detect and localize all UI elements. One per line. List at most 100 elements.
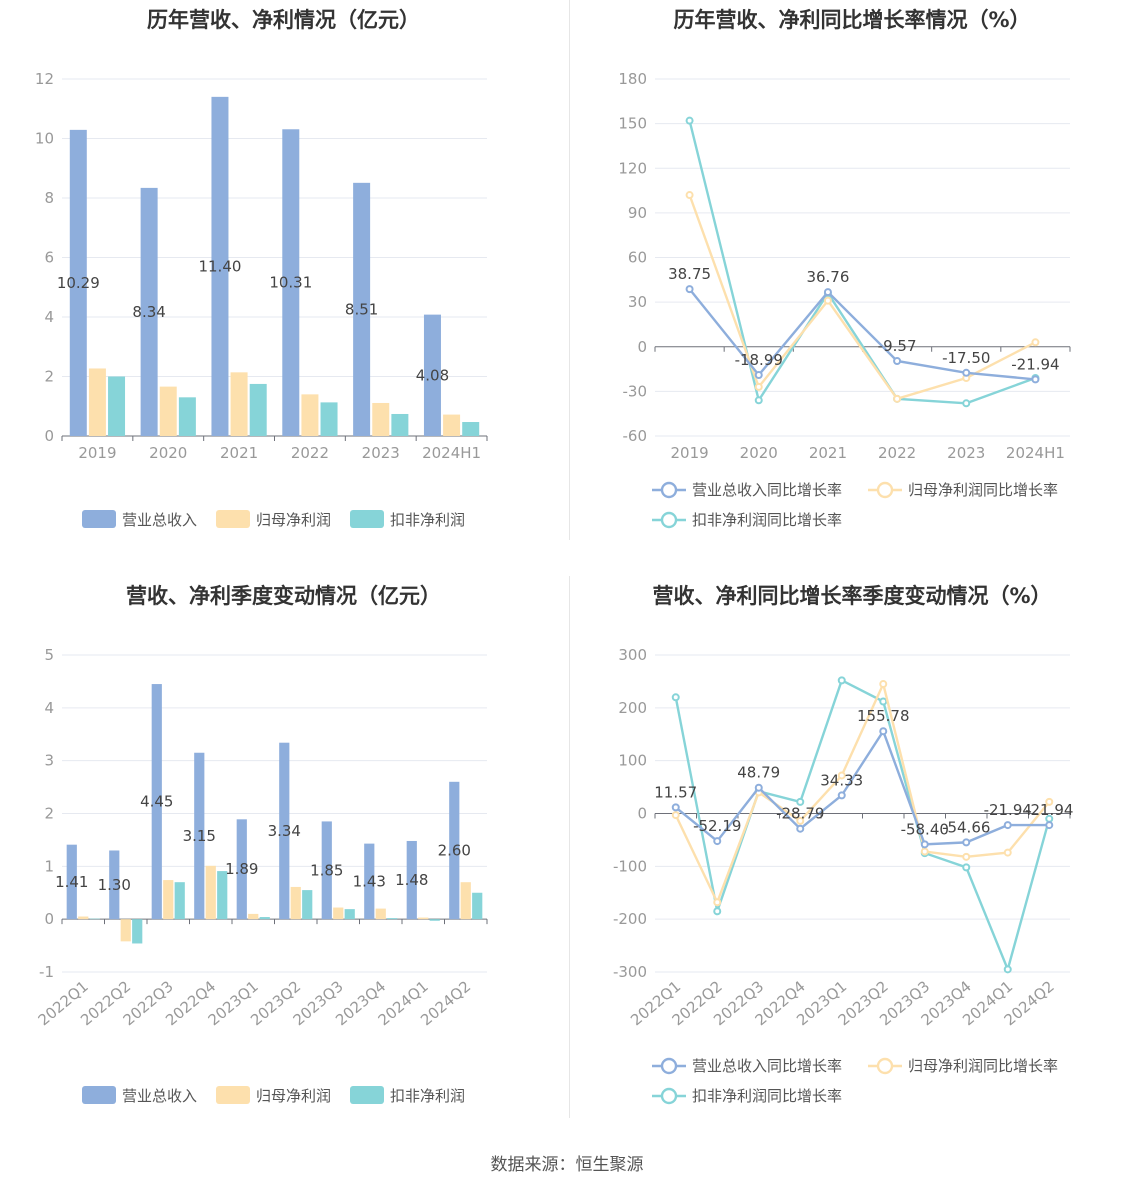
data-label: 1.43 [353, 872, 386, 890]
legend-swatch [350, 510, 384, 528]
y-tick-label: 4 [44, 699, 54, 717]
bar-net-profit [443, 414, 461, 436]
data-point [713, 907, 722, 916]
data-label: -21.94 [1025, 801, 1073, 819]
chart-title: 历年营收、净利情况（亿元） [147, 8, 420, 32]
quarterly-growth-panel: 营收、净利同比增长率季度变动情况（%） -300 -200 -100 0 100 200 3… [570, 576, 1134, 1136]
legend-label: 归母净利润同比增长率 [908, 1057, 1058, 1075]
legend-marker [660, 481, 678, 499]
legend-label: 扣非净利润 [390, 1087, 465, 1105]
data-label: 34.33 [820, 771, 863, 789]
data-label: -21.94 [1011, 355, 1059, 373]
data-point [893, 394, 902, 403]
data-point [962, 863, 971, 872]
bar-deducted-profit [344, 909, 355, 920]
x-tick-label: 2024H1 [422, 444, 481, 462]
y-tick-label: 0 [637, 338, 647, 356]
bar-deducted-profit [391, 413, 409, 436]
data-point [1003, 848, 1012, 857]
data-point [1045, 797, 1054, 806]
bar-deducted-profit [249, 383, 267, 436]
data-label: 11.57 [654, 783, 697, 801]
data-label: 155.78 [857, 707, 910, 725]
bar-revenue [449, 781, 460, 920]
legend-label: 归母净利润 [256, 511, 331, 529]
data-point [713, 898, 722, 907]
data-point [796, 816, 805, 825]
bar-deducted-profit [217, 871, 228, 920]
y-tick-label: 60 [628, 249, 647, 267]
data-point [754, 783, 763, 792]
annual-amount-panel: 历年营收、净利情况（亿元） 0 2 4 6 8 10 12 2019 2020 2021 2022 2… [0, 0, 567, 560]
bar-deducted-profit [174, 882, 185, 920]
data-label: 8.51 [345, 300, 378, 318]
y-tick-label: 10 [35, 130, 54, 148]
legend-marker [876, 481, 894, 499]
y-tick-label: -100 [613, 857, 647, 875]
x-tick-label: 2019 [78, 444, 116, 462]
x-tick-label: 2024H1 [1006, 444, 1065, 462]
data-point [920, 840, 929, 849]
series-line [674, 680, 1051, 906]
y-tick-label: 180 [618, 70, 647, 88]
data-point [1031, 375, 1040, 384]
data-point [962, 368, 971, 377]
x-tick-label: 2021 [220, 444, 258, 462]
legend-swatch [82, 510, 116, 528]
chart-title: 营收、净利季度变动情况（亿元） [126, 584, 441, 608]
data-source: 数据来源：恒生聚源 [490, 1155, 644, 1175]
data-label: 8.34 [132, 303, 165, 321]
legend-label: 扣非净利润同比增长率 [692, 511, 842, 529]
bar-net-profit [418, 917, 429, 920]
x-tick-label: 2020 [149, 444, 187, 462]
data-label: 3.34 [268, 822, 301, 840]
data-point [1045, 821, 1054, 830]
bar-net-profit [375, 908, 386, 920]
bar-net-profit [372, 402, 390, 436]
data-point [671, 693, 680, 702]
data-point [879, 727, 888, 736]
data-point [685, 116, 694, 125]
x-tick-label: 2020 [740, 444, 778, 462]
bar-net-profit [230, 372, 248, 436]
bar-deducted-profit [320, 402, 338, 436]
legend-marker [660, 511, 678, 529]
y-tick-label: 300 [618, 646, 647, 664]
data-label: 3.15 [183, 827, 216, 845]
y-tick-label: 1 [44, 857, 54, 875]
bar-net-profit [333, 907, 344, 920]
quarterly-amount-panel: 营收、净利季度变动情况（亿元） -1 0 1 2 3 4 5 2022Q1 2022Q2 2022… [0, 576, 567, 1136]
data-label: -17.50 [942, 349, 990, 367]
data-label: -58.40 [901, 820, 949, 838]
data-point [796, 824, 805, 833]
y-tick-label: 5 [44, 646, 54, 664]
bar-deducted-profit [302, 890, 313, 920]
y-tick-label: 3 [44, 752, 54, 770]
data-label: -54.66 [942, 818, 990, 836]
bar-revenue [69, 129, 87, 436]
bar-revenue [282, 129, 300, 436]
data-label: -21.94 [984, 801, 1032, 819]
annual-amount-chart: 0 2 4 6 8 10 12 2019 2020 2021 2022 2023 2024H1 10.29… [35, 70, 488, 529]
y-tick-label: -300 [613, 963, 647, 981]
y-tick-label: 30 [628, 293, 647, 311]
data-label: -52.19 [693, 817, 741, 835]
bar-deducted-profit [178, 397, 196, 436]
data-point [962, 838, 971, 847]
bar-deducted-profit [387, 918, 398, 920]
y-tick-label: 6 [44, 249, 54, 267]
legend-label: 营业总收入 [122, 1087, 197, 1105]
data-label: 1.89 [225, 860, 258, 878]
bar-revenue [423, 314, 441, 436]
data-point [920, 847, 929, 856]
legend-label: 营业总收入同比增长率 [692, 1057, 842, 1075]
data-label: 10.31 [269, 274, 312, 292]
bar-net-profit [159, 386, 177, 436]
bar-deducted-profit [472, 892, 483, 920]
y-tick-label: 2 [44, 368, 54, 386]
data-point [962, 852, 971, 861]
quarterly-amount-chart: -10123452022Q12022Q22022Q32022Q42023Q120… [35, 646, 488, 1105]
y-tick-label: -200 [613, 910, 647, 928]
legend-swatch [216, 510, 250, 528]
y-tick-label: -1 [39, 963, 54, 981]
